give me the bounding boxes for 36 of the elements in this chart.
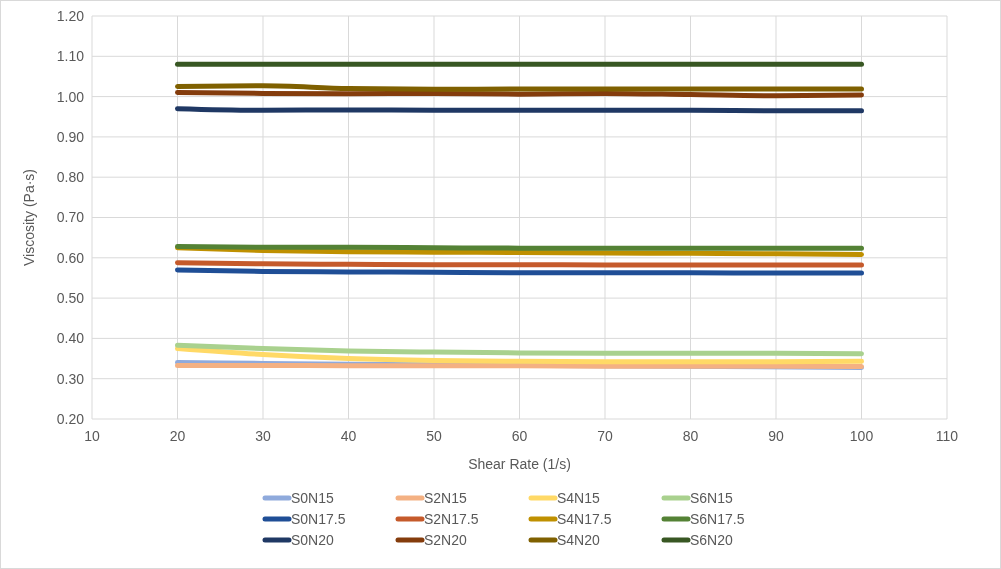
y-tick-label: 0.20 [56,410,85,427]
x-tick-label: 10 [84,428,100,444]
legend-label: S6N15 [690,489,734,506]
x-tick-label: 30 [255,428,271,444]
legend-label: S6N20 [690,531,734,548]
x-tick-label: 40 [340,428,357,444]
y-tick-label: 0.70 [56,209,85,226]
legend-label: S6N17.5 [690,510,745,527]
x-tick-label: 80 [682,428,699,444]
legend-label: S4N15 [557,489,601,506]
y-tick-label: 0.90 [56,128,85,145]
x-tick-label: 110 [935,428,959,444]
legend-label: S4N20 [557,531,601,548]
legend-label: S0N17.5 [291,510,346,527]
x-tick-label: 20 [169,428,186,444]
y-tick-label: 0.60 [56,249,85,266]
y-tick-label: 0.40 [56,330,85,347]
y-tick-label: 1.10 [56,48,85,65]
x-tick-label: 50 [426,428,442,444]
y-axis-title: Viscosity (Pa·s) [21,169,37,266]
legend-label: S0N20 [291,531,335,548]
x-axis-title: Shear Rate (1/s) [468,456,571,472]
x-tick-label: 90 [768,428,784,444]
y-tick-label: 0.80 [56,169,85,186]
x-tick-label: 100 [849,428,874,444]
y-tick-label: 0.30 [56,370,85,387]
legend-label: S2N17.5 [424,510,479,527]
y-tick-label: 0.50 [56,290,85,306]
x-tick-label: 60 [511,428,528,444]
y-tick-label: 1.00 [56,88,85,105]
legend-label: S2N20 [424,531,468,548]
legend-label: S4N17.5 [557,510,612,527]
x-tick-label: 70 [597,428,613,444]
y-tick-label: 1.20 [56,7,85,24]
legend-label: S0N15 [291,489,335,506]
legend-label: S2N15 [424,489,468,506]
